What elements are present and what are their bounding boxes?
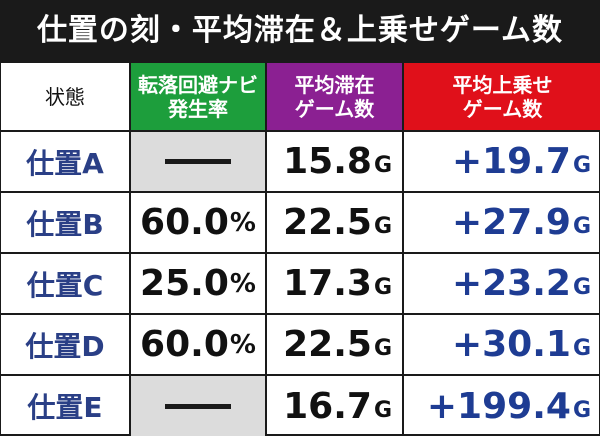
avg-add-cell: +30.1 G — [404, 315, 600, 376]
avg-stay-value: 17.3 — [283, 263, 372, 304]
avg-add-cell: +19.7 G — [404, 132, 600, 193]
header-avg-add: 平均上乗せ ゲーム数 — [404, 63, 600, 132]
avg-add-value: +23.2 — [451, 263, 571, 304]
avg-add-cell: +27.9 G — [404, 193, 600, 254]
game-unit: G — [373, 397, 392, 423]
avg-add-value: +199.4 — [426, 385, 571, 427]
navi-rate-cell: 25.0% — [131, 254, 267, 315]
stats-grid: 状態 転落回避ナビ 発生率 平均滞在 ゲーム数 平均上乗せ ゲーム数 仕置A 15… — [1, 63, 600, 436]
avg-add-cell: +199.4 G — [404, 376, 600, 436]
game-unit: G — [373, 153, 392, 178]
percent-unit: % — [229, 268, 256, 299]
game-unit: G — [373, 214, 392, 239]
navi-rate-cell: 60.0% — [131, 193, 267, 254]
avg-add-value: +27.9 — [451, 202, 571, 243]
game-unit: G — [572, 153, 591, 178]
navi-rate-cell: 60.0% — [131, 315, 267, 376]
game-unit: G — [572, 214, 591, 239]
avg-stay-value: 15.8 — [283, 141, 372, 182]
navi-rate-value: 60.0 — [140, 324, 229, 365]
page-title: 仕置の刻・平均滞在＆上乗せゲーム数 — [36, 13, 564, 48]
header-state: 状態 — [1, 63, 131, 132]
row-label: 仕置E — [1, 376, 131, 436]
percent-unit: % — [229, 207, 256, 238]
row-label: 仕置B — [1, 193, 131, 254]
navi-rate-value: 25.0 — [140, 263, 229, 304]
avg-add-value: +30.1 — [451, 324, 571, 365]
avg-stay-cell: 15.8 G — [267, 132, 404, 193]
percent-unit: % — [229, 329, 256, 360]
avg-stay-cell: 16.7 G — [267, 376, 404, 436]
navi-rate-cell — [131, 132, 267, 193]
avg-stay-cell: 22.5 G — [267, 193, 404, 254]
navi-rate-cell — [131, 376, 267, 436]
avg-stay-value: 16.7 — [283, 385, 372, 427]
header-avg-stay: 平均滞在 ゲーム数 — [267, 63, 404, 132]
avg-stay-cell: 17.3 G — [267, 254, 404, 315]
header-navi-rate: 転落回避ナビ 発生率 — [131, 63, 267, 132]
game-unit: G — [572, 275, 591, 300]
stats-table: 状態 転落回避ナビ 発生率 平均滞在 ゲーム数 平均上乗せ ゲーム数 仕置A 15… — [0, 62, 600, 436]
game-unit: G — [572, 336, 591, 361]
dash-mark — [165, 403, 231, 409]
avg-stay-cell: 22.5 G — [267, 315, 404, 376]
navi-rate-value: 60.0 — [140, 202, 229, 243]
avg-add-value: +19.7 — [451, 141, 571, 182]
dash-mark — [165, 159, 231, 164]
game-unit: G — [373, 336, 392, 361]
row-label: 仕置D — [1, 315, 131, 376]
avg-add-cell: +23.2 G — [404, 254, 600, 315]
avg-stay-value: 22.5 — [283, 202, 372, 243]
avg-stay-value: 22.5 — [283, 324, 372, 365]
row-label: 仕置C — [1, 254, 131, 315]
row-label: 仕置A — [1, 132, 131, 193]
game-unit: G — [572, 397, 591, 423]
game-unit: G — [373, 275, 392, 300]
